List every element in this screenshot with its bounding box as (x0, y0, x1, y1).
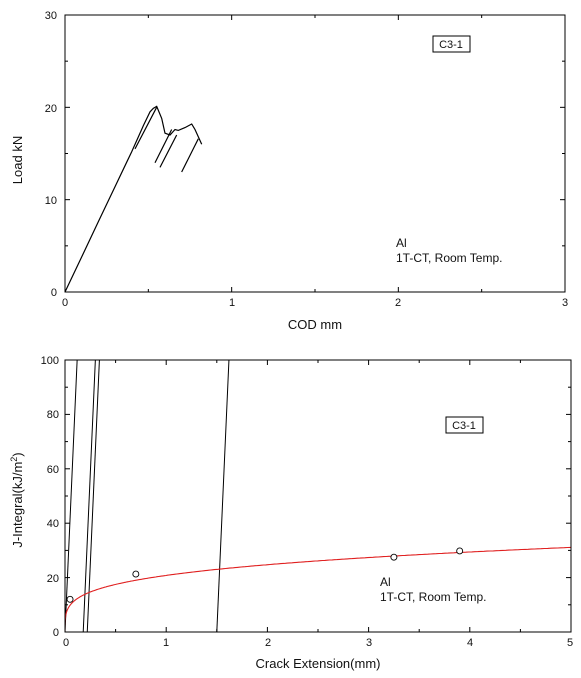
x-axis-label: COD mm (288, 317, 342, 332)
x-tick-label: 4 (467, 637, 473, 649)
unloading-line (154, 129, 173, 164)
y-axis-label-end: ) (10, 452, 25, 456)
blunting-exclusion-line (86, 360, 100, 632)
specimen-tag-box (445, 416, 484, 434)
plot-frame (64, 359, 572, 633)
y-tick-label: 30 (45, 10, 57, 22)
x-tick-label: 3 (562, 297, 568, 309)
annotation-line: Al (380, 575, 391, 589)
specimen-tag: C3-1 (439, 39, 463, 51)
x-tick-label: 0 (62, 297, 68, 309)
x-tick-label: 1 (229, 297, 235, 309)
annotation-line: 1T-CT, Room Temp. (396, 251, 502, 265)
unloading-line (181, 138, 199, 173)
y-tick-label: 20 (47, 573, 59, 585)
y-tick-label: 100 (41, 355, 59, 367)
data-point (132, 570, 140, 578)
blunting-exclusion-line (82, 360, 96, 632)
data-point (66, 595, 74, 603)
power-law-fit-curve (65, 546, 571, 632)
y-axis-label-main: J-Integral(kJ/m (10, 462, 25, 548)
annotation-line: Al (396, 236, 407, 250)
x-tick-label: 2 (395, 297, 401, 309)
unloading-line (134, 107, 158, 150)
y-tick-label: 60 (47, 464, 59, 476)
x-tick-label: 5 (567, 637, 573, 649)
y-tick-label: 20 (45, 103, 57, 115)
y-tick-label: 0 (53, 627, 59, 639)
x-axis-label: Crack Extension(mm) (256, 656, 381, 671)
x-tick-label: 3 (366, 637, 372, 649)
y-axis-label: Load kN (10, 136, 25, 184)
data-point (456, 547, 464, 555)
load-cod-curve (64, 105, 203, 293)
specimen-tag: C3-1 (452, 420, 476, 432)
y-axis-label-sup: 2 (9, 457, 19, 462)
x-tick-label: 2 (265, 637, 271, 649)
data-point (390, 553, 398, 561)
y-tick-label: 10 (45, 195, 57, 207)
load-cod-chart: 0 1 2 3 0 10 20 30 COD mm Load kN C3-1 A… (10, 10, 568, 332)
x-tick-label: 0 (63, 637, 69, 649)
j-integral-chart: 0 1 2 3 4 5 0 20 40 60 80 100 Crack Exte… (9, 355, 573, 671)
blunting-exclusion-line (65, 360, 78, 632)
unloading-line (159, 134, 178, 168)
blunting-exclusion-line (216, 360, 230, 632)
y-tick-label: 40 (47, 518, 59, 530)
y-axis-label: J-Integral(kJ/m2) (9, 452, 25, 547)
x-tick-label: 1 (163, 637, 169, 649)
y-tick-label: 0 (51, 287, 57, 299)
specimen-tag-box (432, 35, 471, 53)
annotation-line: 1T-CT, Room Temp. (380, 590, 486, 604)
y-tick-label: 80 (47, 409, 59, 421)
